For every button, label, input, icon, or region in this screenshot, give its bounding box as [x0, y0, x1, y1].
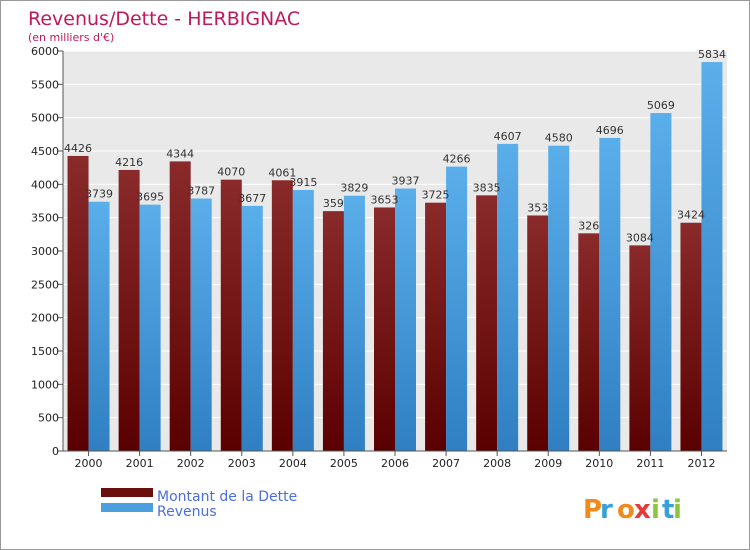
y-tick-label: 3000	[31, 245, 59, 258]
bar-revenus-2002	[190, 198, 212, 451]
y-tick-label: 1500	[31, 345, 59, 358]
bar-debt-2001	[118, 169, 140, 451]
bar-debt-2004	[271, 180, 293, 451]
data-label-revenus-2001: 3695	[136, 191, 164, 204]
x-tick-label: 2005	[330, 457, 358, 470]
data-label-revenus-2006: 3937	[392, 175, 420, 188]
data-label-revenus-2011: 5069	[647, 99, 675, 112]
chart-title: Revenus/Dette - HERBIGNAC	[28, 8, 300, 30]
logo-letter: P	[583, 495, 602, 525]
legend-swatch-debt	[101, 488, 153, 497]
x-tick-label: 2007	[432, 457, 460, 470]
bar-revenus-2005	[343, 195, 365, 451]
bar-debt-2011	[629, 245, 651, 451]
bar-debt-2009	[527, 215, 549, 451]
data-label-revenus-2005: 3829	[340, 182, 368, 195]
bar-debt-2008	[476, 195, 498, 451]
bar-debt-2010	[578, 233, 600, 451]
x-tick-label: 2008	[483, 457, 511, 470]
data-label-revenus-2010: 4696	[596, 124, 624, 137]
bar-debt-2006	[374, 207, 395, 451]
y-tick-label: 6000	[31, 45, 59, 58]
bar-revenus-2010	[599, 137, 621, 451]
y-tick-label: 4500	[31, 145, 59, 158]
data-label-debt-2010: 326	[578, 219, 599, 232]
data-label-debt-2004: 4061	[268, 166, 296, 179]
bar-revenus-2006	[395, 188, 416, 452]
data-label-revenus-2004: 3915	[289, 176, 317, 189]
bar-revenus-2004	[292, 190, 314, 451]
data-label-debt-2007: 3725	[422, 189, 450, 202]
bar-revenus-2009	[548, 145, 570, 451]
bar-debt-2005	[322, 211, 344, 451]
x-tick-label: 2003	[228, 457, 256, 470]
y-tick-label: 500	[38, 412, 59, 425]
bar-debt-2003	[220, 179, 242, 451]
x-tick-label: 2009	[534, 457, 562, 470]
data-label-revenus-2008: 4607	[494, 130, 522, 143]
data-label-revenus-2003: 3677	[238, 192, 266, 205]
legend-swatch-revenus	[101, 503, 153, 512]
logo-letter: r	[600, 495, 613, 525]
data-label-revenus-2009: 4580	[545, 132, 573, 145]
bar-debt-2007	[425, 202, 447, 451]
y-tick-label: 2000	[31, 312, 59, 325]
logo-letter: t	[662, 495, 674, 525]
x-tick-label: 2001	[126, 457, 154, 470]
y-tick-label: 5500	[31, 78, 59, 91]
bar-revenus-2012	[701, 62, 723, 452]
data-label-revenus-2002: 3787	[187, 185, 215, 198]
data-label-revenus-2000: 3739	[85, 188, 113, 201]
bar-revenus-2008	[497, 143, 519, 451]
x-tick-label: 2011	[636, 457, 664, 470]
legend: Montant de la Dette Revenus	[101, 488, 297, 520]
data-label-debt-2002: 4344	[166, 147, 194, 160]
data-label-debt-2001: 4216	[115, 156, 143, 169]
y-tick-label: 2500	[31, 278, 59, 291]
x-tick-label: 2002	[177, 457, 205, 470]
proxiti-logo: Pr o x i ti	[583, 495, 682, 525]
x-tick-label: 2004	[279, 457, 307, 470]
data-label-debt-2005: 359	[323, 197, 344, 210]
bar-revenus-2007	[446, 166, 468, 451]
bar-debt-2012	[680, 222, 702, 451]
x-tick-label: 2006	[381, 457, 409, 470]
bar-debt-2000	[67, 155, 89, 451]
data-label-debt-2003: 4070	[217, 166, 245, 179]
bar-revenus-2001	[139, 204, 161, 451]
legend-label-revenus: Revenus	[157, 504, 217, 520]
data-label-debt-2009: 353	[527, 201, 548, 214]
legend-label-debt: Montant de la Dette	[157, 489, 297, 505]
y-tick-label: 4000	[31, 178, 59, 191]
y-tick-label: 1000	[31, 378, 59, 391]
x-tick-label: 2010	[585, 457, 613, 470]
y-tick-label: 5000	[31, 112, 59, 125]
data-label-debt-2012: 3424	[677, 209, 705, 222]
bar-debt-2002	[169, 161, 191, 451]
bar-revenus-2003	[241, 205, 263, 451]
x-tick-label: 2000	[75, 457, 103, 470]
data-label-debt-2011: 3084	[626, 231, 654, 244]
data-label-debt-2006: 3653	[371, 193, 399, 206]
data-label-debt-2000: 4426	[64, 142, 92, 155]
y-tick-label: 0	[52, 445, 59, 458]
bar-revenus-2011	[650, 113, 672, 452]
logo-letter: i	[673, 495, 682, 525]
data-label-debt-2008: 3835	[473, 181, 501, 194]
bar-revenus-2000	[88, 201, 110, 451]
logo-letter: i	[651, 495, 660, 525]
y-axis-ticks: 0 500 1000 1500 2000 2500 3000 3500 4000 4500 5000…	[31, 45, 63, 458]
data-label-revenus-2007: 4266	[443, 153, 471, 166]
x-axis-ticks: 2000 2001 2002 2003 2004 2005 2006 2007 2008 2009…	[75, 451, 715, 470]
y-tick-label: 3500	[31, 212, 59, 225]
data-label-revenus-2012: 5834	[698, 48, 726, 61]
chart-subtitle: (en milliers d'€)	[28, 31, 114, 44]
x-tick-label: 2012	[687, 457, 715, 470]
logo-letter: x	[634, 495, 651, 525]
bar-layer	[67, 62, 723, 452]
logo-letter: o	[617, 495, 635, 525]
